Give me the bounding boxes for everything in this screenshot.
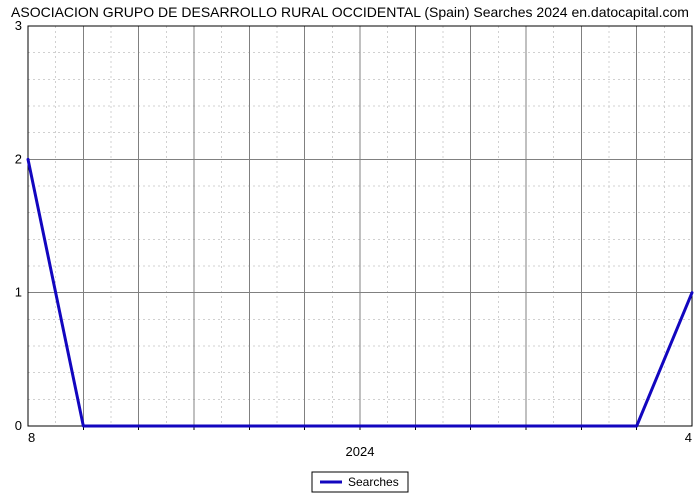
chart-svg: 0 1 2 3 8 4 2024 Searches (0, 0, 700, 500)
svg-text:4: 4 (685, 430, 692, 445)
svg-text:2024: 2024 (346, 444, 375, 459)
svg-text:Searches: Searches (348, 475, 399, 489)
svg-text:8: 8 (28, 430, 35, 445)
svg-text:0: 0 (15, 418, 22, 433)
svg-text:3: 3 (15, 18, 22, 33)
svg-text:2: 2 (15, 151, 22, 166)
svg-text:1: 1 (15, 285, 22, 300)
chart-container: ASOCIACION GRUPO DE DESARROLLO RURAL OCC… (0, 0, 700, 500)
